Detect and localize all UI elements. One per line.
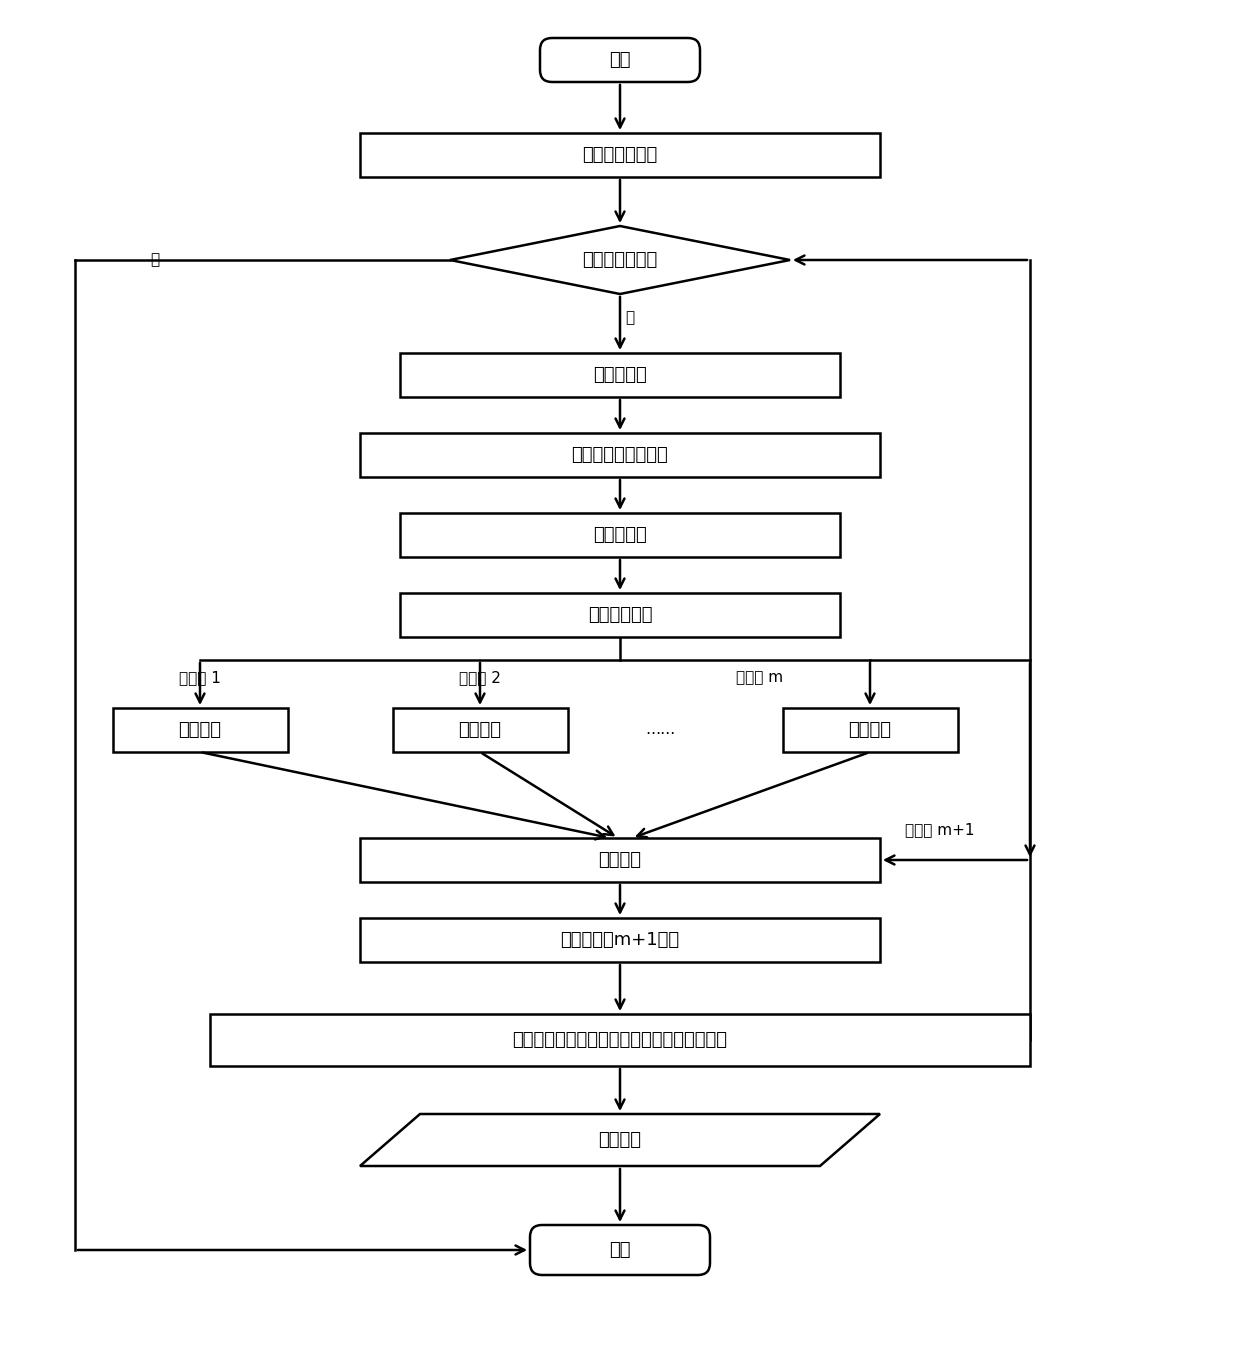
Text: 结束: 结束: [609, 1241, 631, 1259]
Text: 适应度评价: 适应度评价: [593, 366, 647, 385]
Text: 开始: 开始: [609, 51, 631, 69]
Text: 字符对象初始化: 字符对象初始化: [583, 147, 657, 164]
FancyBboxPatch shape: [401, 593, 839, 638]
FancyBboxPatch shape: [360, 433, 880, 477]
Text: 创建多重集: 创建多重集: [593, 526, 647, 543]
FancyBboxPatch shape: [210, 1014, 1030, 1067]
Text: 交叉规则: 交叉规则: [848, 721, 892, 738]
FancyBboxPatch shape: [529, 1225, 711, 1275]
Text: ……: ……: [645, 722, 675, 737]
Polygon shape: [450, 226, 790, 295]
FancyBboxPatch shape: [782, 707, 957, 752]
FancyBboxPatch shape: [360, 919, 880, 962]
Text: 否: 否: [625, 311, 634, 325]
FancyBboxPatch shape: [360, 133, 880, 178]
FancyBboxPatch shape: [360, 838, 880, 882]
Text: 调用通信规则: 调用通信规则: [588, 607, 652, 624]
Text: 外部档案: 外部档案: [599, 1131, 641, 1149]
FancyBboxPatch shape: [401, 352, 839, 397]
Text: 交叉规则: 交叉规则: [179, 721, 222, 738]
FancyBboxPatch shape: [539, 38, 701, 82]
Text: 满足终止条件？: 满足终止条件？: [583, 252, 657, 269]
Text: 溶解规则（m+1）个: 溶解规则（m+1）个: [560, 931, 680, 950]
Text: 分裂规则创建基本膜: 分裂规则创建基本膜: [572, 447, 668, 464]
Text: 基本膜 m+1: 基本膜 m+1: [905, 823, 975, 838]
FancyBboxPatch shape: [113, 707, 288, 752]
Polygon shape: [360, 1114, 880, 1166]
Text: 基本膜 2: 基本膜 2: [459, 671, 501, 686]
Text: 基本膜 m: 基本膜 m: [737, 671, 784, 686]
Text: 交叉规则: 交叉规则: [459, 721, 501, 738]
Text: 基本膜 1: 基本膜 1: [179, 671, 221, 686]
Text: 是: 是: [150, 253, 160, 268]
Text: 将每个基本膜产生的非支配解保存到外部档案: 将每个基本膜产生的非支配解保存到外部档案: [512, 1032, 728, 1049]
FancyBboxPatch shape: [401, 512, 839, 557]
FancyBboxPatch shape: [393, 707, 568, 752]
Text: 变异规则: 变异规则: [599, 851, 641, 869]
